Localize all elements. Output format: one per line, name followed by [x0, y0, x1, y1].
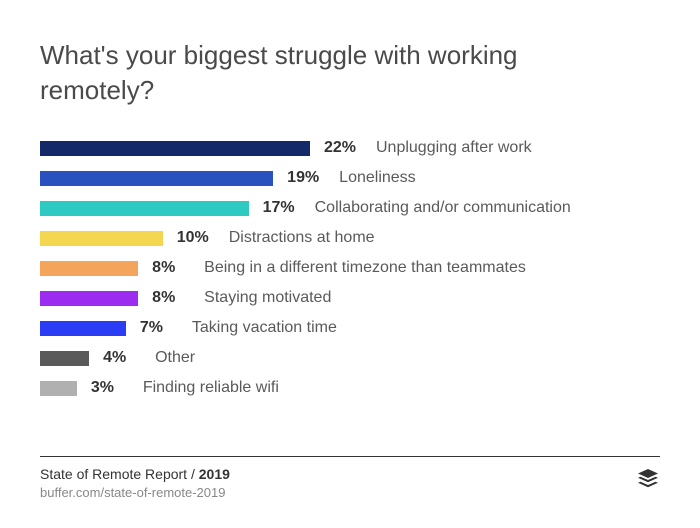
footer: State of Remote Report / 2019 buffer.com… — [40, 456, 660, 502]
bar-row: 8% Being in a different timezone than tea… — [40, 260, 660, 276]
footer-report-year: 2019 — [199, 466, 230, 482]
footer-text: State of Remote Report / 2019 buffer.com… — [40, 465, 230, 502]
bar — [40, 231, 163, 246]
bar-label: Collaborating and/or communication — [315, 199, 571, 217]
bar-percentage: 10% — [177, 229, 215, 247]
bar-percentage: 3% — [91, 379, 129, 397]
buffer-logo-icon — [636, 467, 660, 496]
bar-row: 7% Taking vacation time — [40, 320, 660, 336]
bar-row: 10% Distractions at home — [40, 230, 660, 246]
bar — [40, 141, 310, 156]
bar-label: Being in a different timezone than teamm… — [204, 259, 526, 277]
bar — [40, 261, 138, 276]
bar — [40, 381, 77, 396]
bar-label: Distractions at home — [229, 229, 375, 247]
bar-percentage: 17% — [263, 199, 301, 217]
bar-percentage: 22% — [324, 139, 362, 157]
bar — [40, 201, 249, 216]
bar-percentage: 7% — [140, 319, 178, 337]
bar-row: 3% Finding reliable wifi — [40, 380, 660, 396]
bar — [40, 351, 89, 366]
chart-title: What's your biggest struggle with workin… — [40, 38, 520, 108]
bar-label: Finding reliable wifi — [143, 379, 279, 397]
bar-label: Unplugging after work — [376, 139, 532, 157]
bar-row: 4% Other — [40, 350, 660, 366]
footer-report-prefix: State of Remote Report / — [40, 466, 199, 482]
bar-chart: 22% Unplugging after work 19% Loneliness 17%… — [40, 140, 660, 396]
footer-report-title: State of Remote Report / 2019 — [40, 465, 230, 483]
bar — [40, 171, 273, 186]
bar-row: 22% Unplugging after work — [40, 140, 660, 156]
bar — [40, 291, 138, 306]
bar-row: 17% Collaborating and/or communication — [40, 200, 660, 216]
bar-row: 19% Loneliness — [40, 170, 660, 186]
bar-label: Other — [155, 349, 195, 367]
footer-url: buffer.com/state-of-remote-2019 — [40, 485, 230, 502]
bar-percentage: 8% — [152, 289, 190, 307]
bar-row: 8% Staying motivated — [40, 290, 660, 306]
bar-label: Taking vacation time — [192, 319, 337, 337]
bar-percentage: 19% — [287, 169, 325, 187]
bar — [40, 321, 126, 336]
bar-percentage: 8% — [152, 259, 190, 277]
bar-label: Loneliness — [339, 169, 416, 187]
bar-label: Staying motivated — [204, 289, 331, 307]
bar-percentage: 4% — [103, 349, 141, 367]
